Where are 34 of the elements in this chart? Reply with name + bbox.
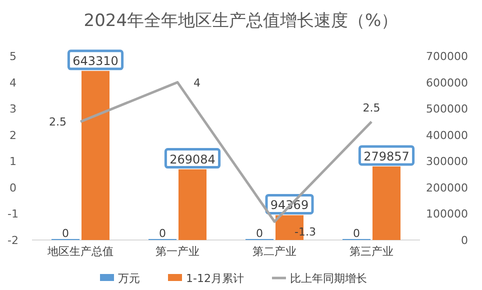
chart-title: 2024年全年地区生产总值增长速度（%） <box>84 11 398 31</box>
data-label: 269084 <box>170 152 216 166</box>
data-label: 2.5 <box>362 102 380 115</box>
y2-tick-label: 0 <box>461 234 468 247</box>
y-tick-label: 4 <box>10 76 16 90</box>
data-label: 0 <box>256 227 263 240</box>
y2-tick-label: 700000 <box>426 50 468 63</box>
x-tick-label: 第三产业 <box>350 245 394 258</box>
data-label: 0 <box>353 227 360 240</box>
y-tick-label: 5 <box>10 50 16 63</box>
x-tick-label: 第一产业 <box>156 245 200 258</box>
y-tick-label: 0 <box>10 181 16 194</box>
data-label: 643310 <box>72 54 118 68</box>
data-label: 4 <box>194 76 200 90</box>
data-label: 0 <box>62 227 69 240</box>
y-tick-label: 2 <box>10 128 16 142</box>
y2-tick-label: 600000 <box>426 76 468 90</box>
data-label: 279857 <box>364 149 410 164</box>
data-label: 0 <box>159 227 166 240</box>
y2-tick-label: 300000 <box>426 155 468 168</box>
legend-label: 1-12月累计 <box>186 272 244 285</box>
legend-label: 比上年同期增长 <box>290 272 367 285</box>
y2-tick-label: 400000 <box>426 128 468 142</box>
legend-label: 万元 <box>118 272 140 285</box>
y-tick-label: 1 <box>10 155 16 168</box>
x-tick-label: 第二产业 <box>252 245 296 258</box>
data-label: 2.5 <box>49 116 66 129</box>
y2-tick-label: 500000 <box>426 102 468 116</box>
y2-tick-label: 200000 <box>426 181 468 194</box>
x-tick-label: 地区生产总值 <box>46 245 114 258</box>
y2-tick-label: 100000 <box>426 208 468 221</box>
y-tick-label: 3 <box>10 102 16 116</box>
y-tick-label: -2 <box>8 234 18 247</box>
y-tick-label: -1 <box>8 208 18 221</box>
